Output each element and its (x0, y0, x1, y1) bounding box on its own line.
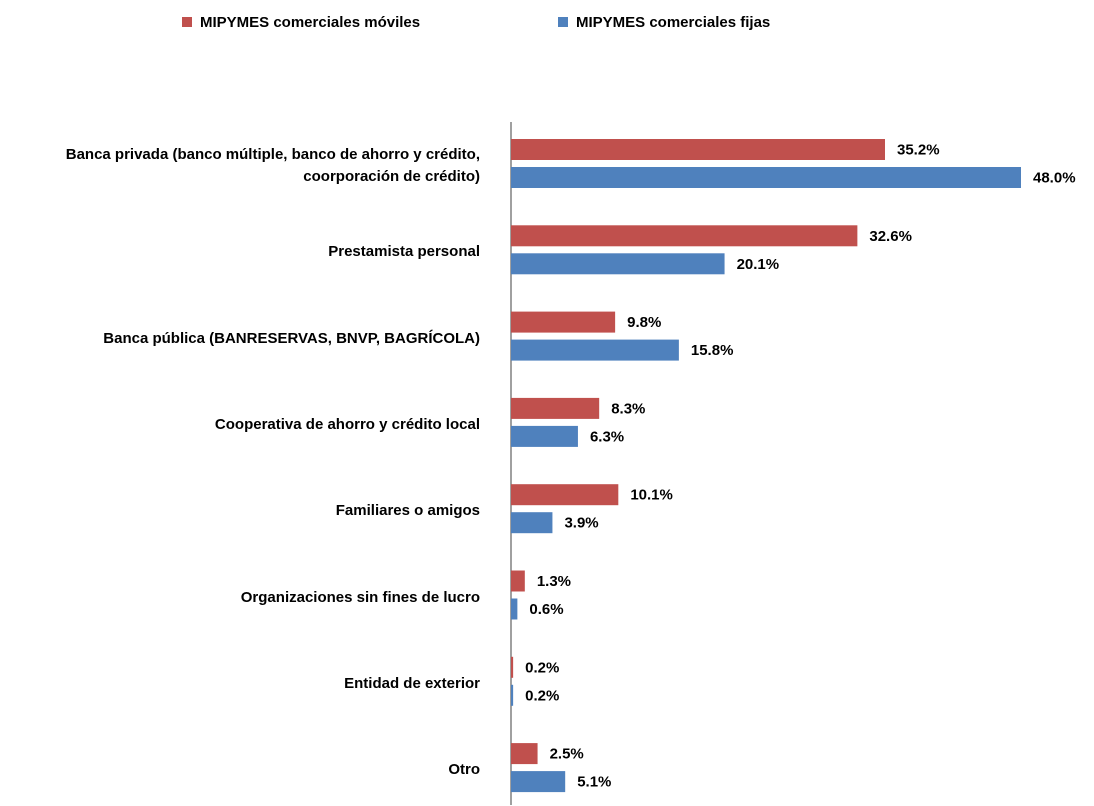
value-label: 0.6% (529, 601, 563, 618)
value-label: 1.3% (537, 573, 571, 590)
category-label: Organizaciones sin fines de lucro (240, 588, 480, 606)
bar (511, 598, 518, 620)
value-label: 0.2% (525, 659, 559, 676)
value-label: 32.6% (869, 228, 912, 245)
bar (511, 484, 619, 506)
value-label: 35.2% (897, 141, 940, 158)
bar (511, 656, 514, 678)
category-label: Familiares o amigos (335, 502, 480, 520)
bar (511, 139, 885, 160)
bar (511, 684, 514, 706)
bar (511, 225, 858, 247)
value-label: 5.1% (577, 774, 611, 791)
bar (511, 253, 725, 275)
bar (511, 339, 679, 361)
bar (511, 167, 1021, 188)
bar (511, 771, 566, 793)
value-label: 8.3% (611, 400, 645, 417)
category-label: Banca privada (banco múltiple, banco de … (65, 146, 480, 185)
value-label: 10.1% (630, 487, 673, 504)
bar (511, 397, 600, 419)
bar (511, 512, 553, 534)
value-label: 2.5% (550, 746, 584, 763)
value-label: 20.1% (737, 256, 780, 273)
value-label: 3.9% (564, 515, 598, 532)
legend-swatch (558, 17, 568, 27)
category-label: Entidad de exterior (344, 674, 480, 692)
category-label: Prestamista personal (328, 243, 480, 261)
value-label: 48.0% (1033, 169, 1076, 186)
category-label: Banca pública (BANRESERVAS, BNVP, BAGRÍC… (103, 329, 480, 347)
bar (511, 743, 538, 765)
bar (511, 570, 525, 592)
legend-swatch (182, 17, 192, 27)
value-label: 15.8% (691, 342, 734, 359)
category-label: Otro (448, 761, 480, 779)
value-label: 9.8% (627, 314, 661, 331)
legend-label: MIPYMES comerciales móviles (200, 14, 420, 31)
category-label: Cooperativa de ahorro y crédito local (214, 415, 480, 433)
bar (511, 311, 616, 333)
value-label: 0.2% (525, 687, 559, 704)
value-label: 6.3% (590, 428, 624, 445)
legend-label: MIPYMES comerciales fijas (576, 14, 770, 31)
bar (511, 425, 578, 447)
